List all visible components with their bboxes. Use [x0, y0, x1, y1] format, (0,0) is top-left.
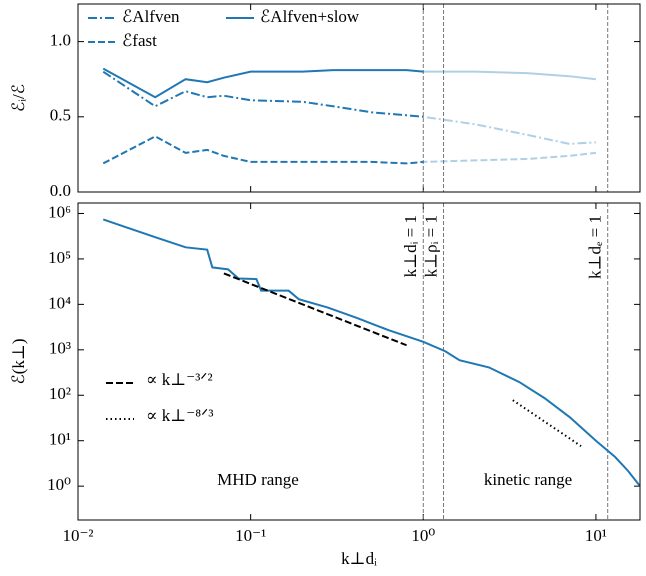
y-tick-label: 10⁴	[48, 293, 71, 312]
plot-frame	[77, 202, 641, 521]
y-tick-label: 10¹	[49, 430, 71, 449]
y-axis-label: ℰᵢ/ℰ	[9, 84, 28, 112]
series-line	[102, 67, 597, 99]
series-line	[102, 218, 641, 487]
vline-label: k⊥ρᵢ = 1	[421, 215, 440, 277]
x-tick-label: 10⁻²	[62, 526, 93, 545]
y-tick-label: 0.0	[50, 181, 71, 200]
x-tick-label: 10¹	[585, 526, 607, 545]
power-law-line	[512, 399, 582, 447]
legend-label: ∝ k⊥⁻³ᐟ²	[146, 370, 213, 389]
x-tick-label: 10⁻¹	[235, 526, 266, 545]
annotation: MHD range	[217, 470, 299, 489]
y-tick-label: 10³	[49, 339, 71, 358]
y-tick-label: 10²	[49, 384, 71, 403]
series-line	[102, 70, 596, 145]
annotation: kinetic range	[484, 470, 572, 489]
vline-label: k⊥dᵢ = 1	[401, 215, 420, 277]
y-tick-label: 0.5	[50, 106, 71, 125]
legend-label: ℰAlfven	[122, 7, 180, 26]
y-tick-label: 1.0	[50, 31, 71, 50]
y-tick-label: 10⁰	[47, 475, 71, 494]
x-axis-label: k⊥dᵢ	[341, 549, 377, 568]
x-tick-label: 10⁰	[411, 526, 435, 545]
y-axis-label: ℰ(k⊥)	[9, 338, 28, 384]
y-tick-label: 10⁵	[48, 248, 71, 267]
plot-frame	[77, 3, 641, 193]
y-tick-label: 10⁶	[48, 202, 71, 221]
vline-label: k⊥dₑ = 1	[586, 215, 605, 279]
series-line	[102, 135, 597, 165]
power-law-line	[223, 272, 407, 347]
legend-label: ∝ k⊥⁻⁸ᐟ³	[146, 406, 213, 425]
legend-label: ℰAlfven+slow	[260, 7, 360, 26]
legend-label: ℰfast	[122, 31, 157, 50]
